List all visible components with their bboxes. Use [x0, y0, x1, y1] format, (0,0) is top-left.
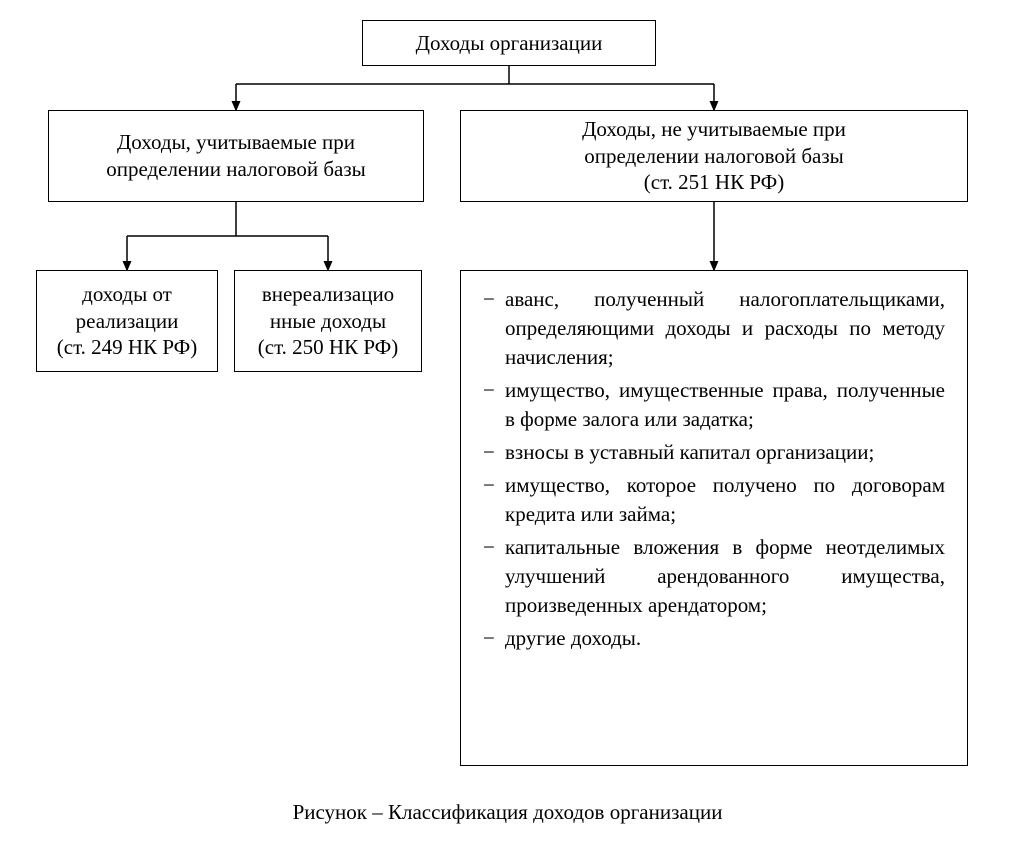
l1-right-line2: определении налоговой базы — [584, 143, 844, 170]
list-item: имущество, имущественные права, полученн… — [483, 376, 945, 434]
l2a-line1: доходы от — [82, 281, 172, 308]
list-item: другие доходы. — [483, 624, 945, 653]
l1-right-line3: (ст. 251 НК РФ) — [644, 169, 785, 196]
l2b-line2: нные доходы — [270, 308, 386, 335]
l1-right-line1: Доходы, не учитываемые при — [582, 116, 846, 143]
l1-left-box: Доходы, учитываемые при определении нало… — [48, 110, 424, 202]
l1-left-line2: определении налоговой базы — [106, 156, 366, 183]
list-item: капитальные вложения в форме неотделимых… — [483, 533, 945, 620]
l2-right-list-box: аванс, полученный налогоплательщиками, о… — [460, 270, 968, 766]
caption-text: Рисунок – Классификация доходов организа… — [293, 800, 723, 824]
l2a-box: доходы от реализации (ст. 249 НК РФ) — [36, 270, 218, 372]
root-label: Доходы организации — [416, 30, 603, 57]
l2b-line1: внереализацио — [262, 281, 394, 308]
list-item: аванс, полученный налогоплательщиками, о… — [483, 285, 945, 372]
l1-left-line1: Доходы, учитываемые при — [117, 129, 355, 156]
root-box: Доходы организации — [362, 20, 656, 66]
l2-right-list: аванс, полученный налогоплательщиками, о… — [483, 285, 945, 653]
list-item: имущество, которое получено по договорам… — [483, 471, 945, 529]
list-item: взносы в уставный капитал организации; — [483, 438, 945, 467]
l2b-line3: (ст. 250 НК РФ) — [258, 334, 399, 361]
l1-right-box: Доходы, не учитываемые при определении н… — [460, 110, 968, 202]
l2b-box: внереализацио нные доходы (ст. 250 НК РФ… — [234, 270, 422, 372]
l2a-line3: (ст. 249 НК РФ) — [57, 334, 198, 361]
l2a-line2: реализации — [76, 308, 179, 335]
figure-caption: Рисунок – Классификация доходов организа… — [0, 800, 1015, 825]
